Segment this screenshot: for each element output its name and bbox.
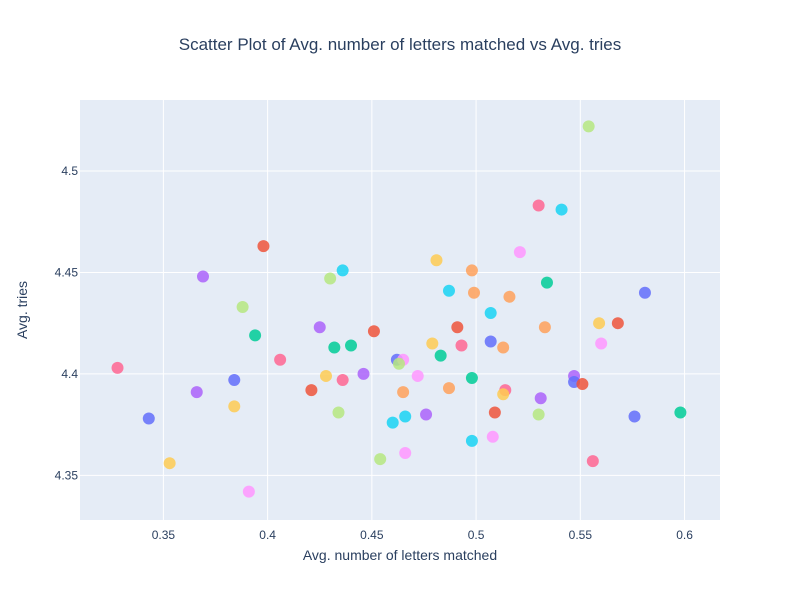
- scatter-point: [513, 246, 526, 259]
- scatter-point: [305, 384, 318, 397]
- grid-lines: [80, 100, 720, 520]
- x-tick-label: 0.4: [259, 528, 276, 542]
- scatter-point: [374, 453, 387, 466]
- scatter-point: [332, 406, 345, 419]
- y-tick-labels: 4.35 4.4 4.45 4.5: [55, 164, 79, 482]
- scatter-point: [257, 240, 270, 253]
- scatter-point: [638, 286, 651, 299]
- scatter-point: [595, 337, 608, 350]
- scatter-point: [163, 457, 176, 470]
- scatter-point: [611, 317, 624, 330]
- scatter-point: [324, 272, 337, 285]
- x-tick-labels: 0.35 0.4 0.45 0.5 0.55 0.6: [152, 528, 694, 542]
- chart-title: Scatter Plot of Avg. number of letters m…: [179, 35, 622, 54]
- scatter-point: [190, 386, 203, 399]
- scatter-point: [532, 199, 545, 212]
- scatter-point: [249, 329, 262, 342]
- scatter-point: [426, 337, 439, 350]
- scatter-point: [142, 412, 155, 425]
- scatter-point: [503, 290, 516, 303]
- scatter-point: [582, 120, 595, 133]
- scatter-point: [465, 371, 478, 384]
- scatter-point: [486, 430, 499, 443]
- scatter-point: [497, 341, 510, 354]
- scatter-point: [196, 270, 209, 283]
- scatter-point: [442, 284, 455, 297]
- scatter-point: [628, 410, 641, 423]
- scatter-point: [313, 321, 326, 334]
- scatter-point: [399, 447, 412, 460]
- scatter-point: [345, 339, 358, 352]
- x-axis-title: Avg. number of letters matched: [303, 547, 497, 563]
- scatter-point: [111, 361, 124, 374]
- scatter-point: [336, 374, 349, 386]
- x-tick-label: 0.35: [152, 528, 176, 542]
- plot-area: [80, 100, 720, 520]
- data-points: [111, 120, 687, 498]
- scatter-point: [497, 388, 510, 401]
- scatter-point: [455, 339, 468, 352]
- y-tick-label: 4.35: [55, 468, 79, 482]
- scatter-point: [484, 335, 497, 348]
- scatter-point: [451, 321, 464, 334]
- scatter-point: [397, 386, 410, 399]
- scatter-point: [228, 374, 241, 386]
- y-tick-label: 4.5: [61, 164, 78, 178]
- scatter-point: [336, 264, 349, 277]
- x-tick-label: 0.5: [468, 528, 485, 542]
- scatter-point: [357, 367, 370, 380]
- scatter-point: [420, 408, 433, 421]
- y-tick-label: 4.4: [61, 367, 78, 381]
- scatter-point: [392, 357, 405, 370]
- scatter-point: [488, 406, 501, 419]
- scatter-point: [540, 276, 553, 289]
- x-tick-label: 0.45: [360, 528, 384, 542]
- scatter-point: [228, 400, 241, 413]
- scatter-point: [319, 369, 332, 382]
- y-tick-label: 4.45: [55, 265, 79, 279]
- scatter-point: [465, 434, 478, 447]
- scatter-point: [434, 349, 447, 362]
- scatter-point: [465, 264, 478, 277]
- scatter-point: [674, 406, 687, 419]
- scatter-point: [430, 254, 443, 267]
- scatter-point: [386, 416, 399, 429]
- scatter-point: [586, 455, 599, 468]
- scatter-point: [576, 378, 589, 391]
- scatter-point: [328, 341, 341, 354]
- x-tick-label: 0.6: [676, 528, 693, 542]
- scatter-point: [534, 392, 547, 405]
- scatter-point: [442, 382, 455, 395]
- scatter-point: [555, 203, 568, 216]
- scatter-point: [242, 485, 255, 498]
- y-axis-title: Avg. tries: [14, 281, 30, 339]
- scatter-point: [399, 410, 412, 423]
- scatter-point: [593, 317, 606, 330]
- scatter-point: [274, 353, 287, 366]
- x-tick-label: 0.55: [569, 528, 593, 542]
- scatter-point: [411, 369, 424, 382]
- scatter-point: [484, 307, 497, 320]
- scatter-point: [532, 408, 545, 421]
- scatter-point: [468, 286, 481, 299]
- scatter-point: [236, 300, 249, 313]
- scatter-point: [538, 321, 551, 334]
- scatter-point: [367, 325, 380, 338]
